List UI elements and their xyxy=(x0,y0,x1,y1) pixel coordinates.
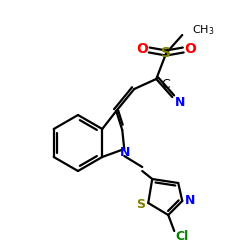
Text: C: C xyxy=(161,78,170,92)
Text: N: N xyxy=(185,194,196,207)
Text: S: S xyxy=(161,46,171,60)
Text: CH$_3$: CH$_3$ xyxy=(192,23,215,37)
Text: N: N xyxy=(175,96,186,110)
Text: S: S xyxy=(136,198,145,211)
Text: N: N xyxy=(120,146,130,160)
Text: O: O xyxy=(136,42,148,56)
Text: O: O xyxy=(184,42,196,56)
Text: Cl: Cl xyxy=(176,230,189,242)
